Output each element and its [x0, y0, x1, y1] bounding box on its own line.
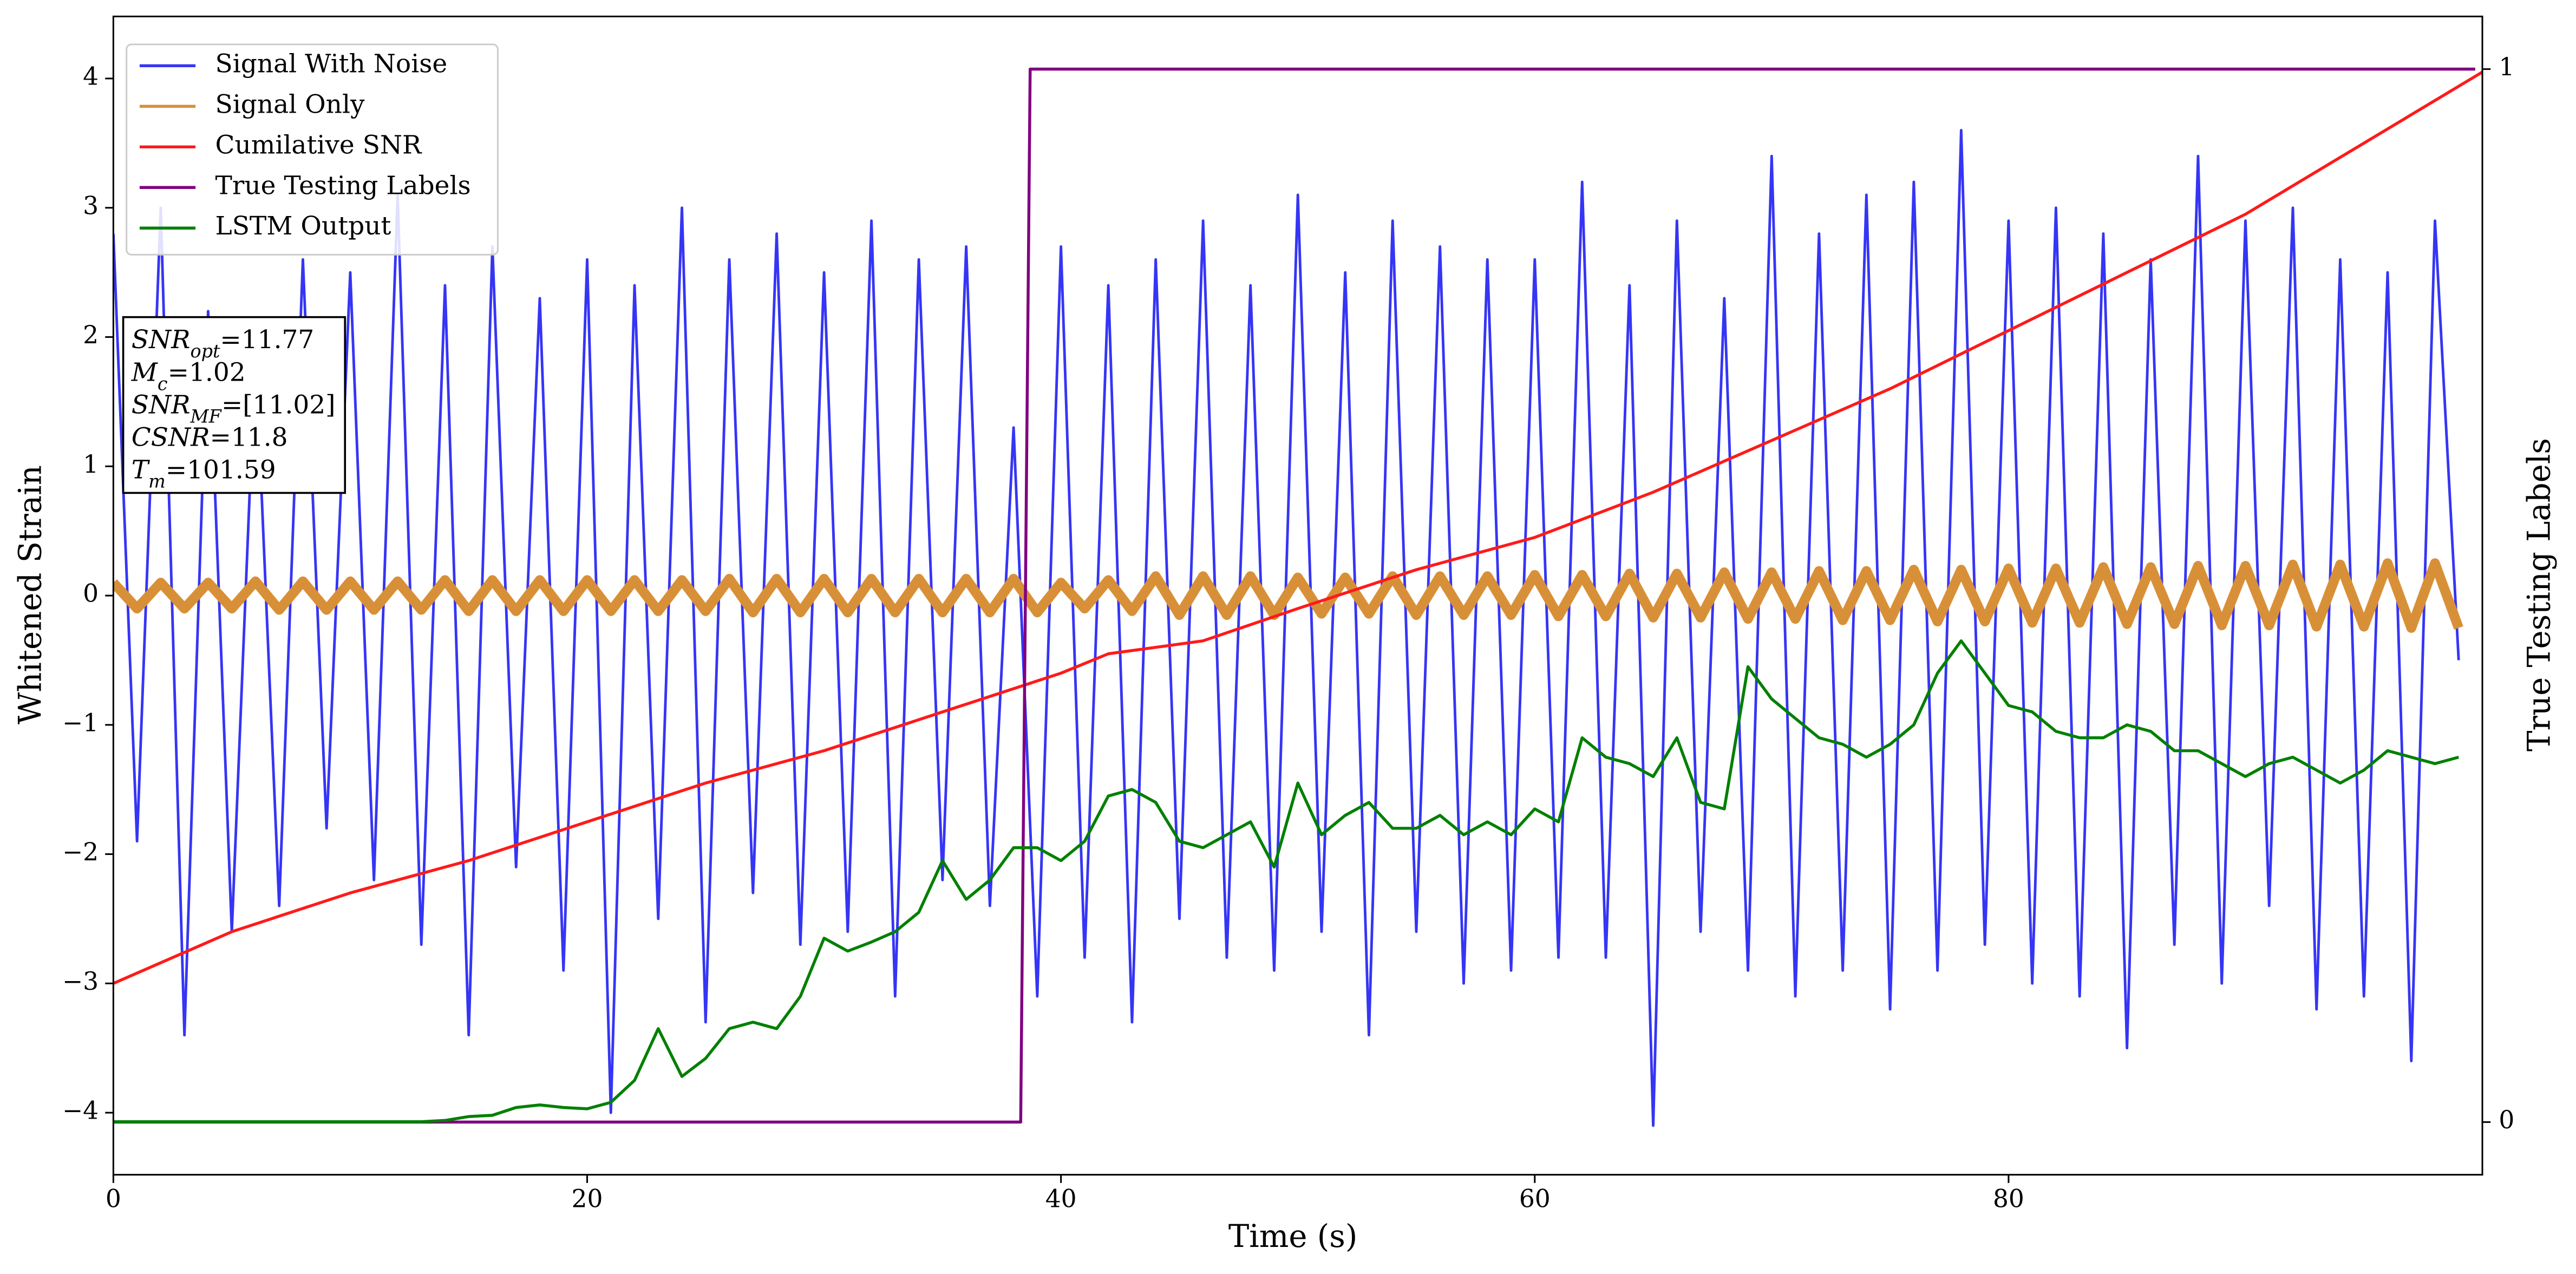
- y-tick-label: −1: [62, 708, 99, 737]
- legend: Signal With Noise Signal Only Cumilative S…: [126, 43, 499, 256]
- annotation-symbol: CSNR: [132, 422, 210, 452]
- annotation-subscript: c: [158, 373, 168, 394]
- series-line: [113, 67, 2475, 1124]
- y-tick-label: 2: [83, 321, 99, 349]
- annotation-line: Mc=1.02: [131, 357, 246, 394]
- annotation-subscript: MF: [190, 406, 223, 427]
- annotation-line: CSNR=11.8: [132, 422, 288, 452]
- annotation-symbol: T: [132, 455, 151, 485]
- x-tick-label: 60: [1519, 1185, 1551, 1213]
- y-tick-label: −2: [62, 838, 99, 866]
- series-line: [113, 70, 2483, 985]
- x-tick-label: 80: [1993, 1185, 2024, 1213]
- x-tick-label: 0: [106, 1185, 121, 1213]
- legend-label: True Testing Labels: [215, 171, 471, 200]
- y-tick-label: −4: [62, 1096, 99, 1125]
- plot-area: [113, 67, 2483, 1127]
- y-tick-label: 4: [83, 62, 99, 90]
- annotation-value: =1.02: [168, 357, 246, 387]
- series-line: [113, 129, 2460, 1127]
- legend-label: Signal With Noise: [215, 49, 448, 79]
- annotation-box: [122, 316, 346, 494]
- annotation-value: =[11.02]: [221, 390, 336, 420]
- x-axis-label: Time (s): [1228, 1218, 1358, 1255]
- y-axis-label: Whitened Strain: [12, 465, 49, 724]
- series-line: [113, 639, 2460, 1123]
- annotation-subscript: opt: [191, 341, 220, 362]
- legend-box: [126, 43, 499, 256]
- annotation-value: =11.77: [220, 325, 314, 355]
- annotation-symbol: SNR: [132, 390, 191, 420]
- y-tick-label: 1: [83, 450, 99, 479]
- annotation-line: SNRopt=11.77: [132, 325, 315, 362]
- series-line: [113, 558, 2463, 633]
- annotation-symbol: SNR: [132, 325, 191, 355]
- y-tick-label: 0: [83, 579, 99, 608]
- y-tick-label: 3: [83, 191, 99, 220]
- y2-tick-label: 0: [2499, 1106, 2514, 1134]
- annotation-value: =101.59: [166, 455, 276, 485]
- legend-label: Signal Only: [215, 89, 365, 119]
- annotation: SNRopt=11.77Mc=1.02SNRMF=[11.02]CSNR=11.…: [122, 316, 346, 494]
- annotation-line: Tm=101.59: [132, 455, 276, 492]
- annotation-subscript: m: [148, 471, 166, 492]
- legend-label: Cumilative SNR: [215, 130, 423, 160]
- y2-axis-label: True Testing Labels: [2520, 438, 2557, 752]
- y-tick-label: −3: [62, 967, 99, 996]
- x-tick-label: 40: [1045, 1185, 1077, 1213]
- annotation-line: SNRMF=[11.02]: [132, 390, 336, 427]
- legend-label: LSTM Output: [215, 211, 391, 241]
- annotation-symbol: M: [131, 357, 159, 387]
- annotation-value: =11.8: [210, 422, 287, 452]
- y2-tick-label: 1: [2499, 53, 2514, 81]
- x-tick-label: 20: [572, 1185, 603, 1213]
